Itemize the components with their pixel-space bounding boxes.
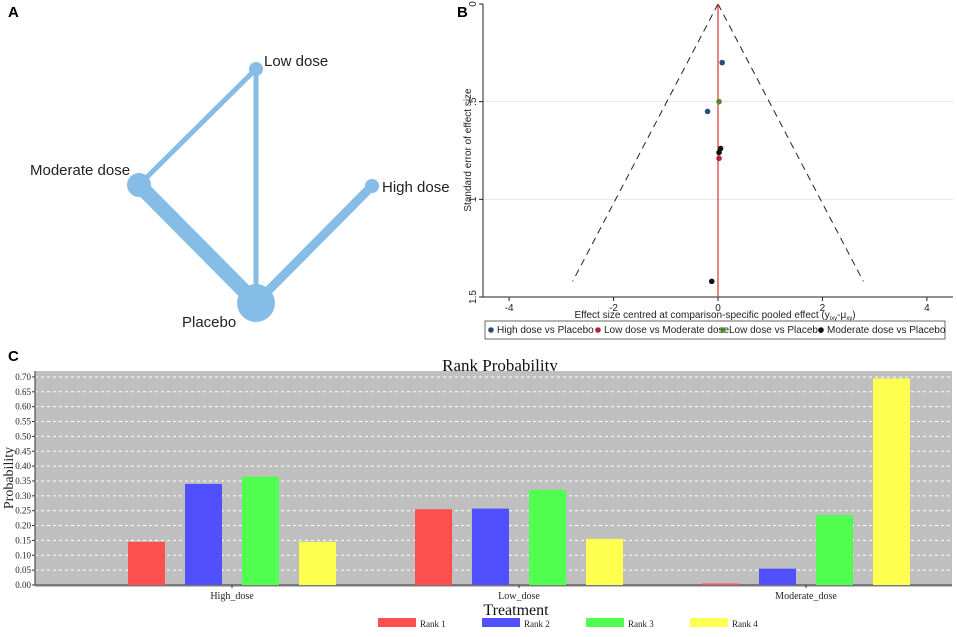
- funnel-legend-marker: [720, 327, 726, 333]
- funnel-x-tick-label: 2: [820, 303, 826, 314]
- bar-Low_dose-rank-1: [415, 509, 452, 585]
- node-label-placebo: Placebo: [182, 314, 236, 331]
- bar-Low_dose-rank-2: [472, 508, 509, 585]
- funnel-x-axis-label: Effect size centred at comparison-specif…: [574, 310, 855, 322]
- edge-moderate-placebo: [131, 177, 264, 311]
- funnel-point: [716, 149, 722, 156]
- node-label-low-dose: Low dose: [264, 53, 328, 70]
- bar-High_dose-rank-2: [185, 483, 222, 585]
- bar-High_dose-rank-1: [128, 541, 165, 585]
- funnel-legend-marker: [595, 327, 601, 333]
- edge-high-placebo: [251, 181, 377, 308]
- funnel-y-axis-label: Standard error of effect size: [463, 88, 474, 212]
- funnel-legend: High dose vs Placebo Low dose vs Moderate…: [484, 320, 946, 340]
- bar-High_dose-rank-4: [299, 541, 336, 585]
- bar-Moderate_dose-rank-1: [702, 583, 739, 585]
- funnel-x-tick-label: 4: [924, 303, 930, 314]
- chart-legend-label: Rank 3: [628, 619, 654, 629]
- chart-x-tick-label: Moderate_dose: [775, 591, 837, 602]
- node-high: [365, 179, 379, 193]
- funnel-legend-marker: [818, 327, 824, 333]
- panel-b-letter: B: [457, 4, 468, 21]
- bar-Low_dose-rank-3: [529, 489, 566, 585]
- edge-moderate-low: [136, 66, 259, 188]
- chart-legend-label: Rank 1: [420, 619, 446, 629]
- chart-legend: Rank 1 Rank 2 Rank 3 Rank 4: [378, 618, 758, 629]
- bar-High_dose-rank-3: [242, 476, 279, 585]
- chart-y-tick-label: 0.25: [15, 506, 31, 516]
- funnel-ci-left: [572, 3, 719, 282]
- bar-Moderate_dose-rank-4: [873, 378, 910, 585]
- panel-a-letter: A: [8, 4, 19, 21]
- chart-legend-label: Rank 2: [524, 619, 550, 629]
- funnel-plot: B -4 -2 0 2 4 0 .5 1 1.5 Standard error of effec…: [457, 1, 953, 340]
- chart-legend-swatch: [482, 618, 520, 627]
- chart-y-tick-label: 0.15: [15, 535, 31, 545]
- funnel-legend-label: Low dose vs Placebo: [729, 325, 824, 336]
- chart-x-tick-label: Low_dose: [498, 591, 540, 602]
- funnel-legend-label: Low dose vs Moderate dose: [604, 325, 730, 336]
- chart-y-tick-label: 0.55: [15, 417, 31, 427]
- chart-y-tick-label: 0.40: [15, 461, 31, 471]
- funnel-x-tick-label: -4: [505, 303, 514, 314]
- node-moderate: [127, 173, 151, 197]
- funnel-x-tick-label: 0: [715, 303, 721, 314]
- funnel-legend-label: High dose vs Placebo: [497, 325, 594, 336]
- funnel-legend-label: Moderate dose vs Placebo: [827, 325, 946, 336]
- chart-legend-swatch: [378, 618, 416, 627]
- chart-y-tick-label: 0.05: [15, 565, 31, 575]
- chart-y-tick-label: 0.60: [15, 402, 31, 412]
- chart-y-tick-label: 0.30: [15, 491, 31, 501]
- chart-y-tick-label: 0.10: [15, 550, 31, 560]
- funnel-point: [708, 278, 715, 285]
- chart-y-tick-label: 0.00: [15, 580, 31, 590]
- funnel-point: [704, 108, 711, 115]
- chart-legend-swatch: [690, 618, 728, 627]
- chart-x-tick-label: High_dose: [210, 591, 254, 602]
- chart-legend-swatch: [586, 618, 624, 627]
- bar-Moderate_dose-rank-2: [759, 568, 796, 585]
- funnel-point: [719, 59, 725, 66]
- node-placebo: [237, 284, 275, 322]
- chart-y-tick-label: 0.50: [15, 431, 31, 441]
- bar-Low_dose-rank-4: [586, 538, 623, 585]
- chart-x-axis-label: Treatment: [483, 602, 549, 619]
- funnel-legend-marker: [488, 327, 494, 333]
- funnel-x-tick-label: -2: [609, 303, 618, 314]
- chart-y-tick-label: 0.20: [15, 521, 31, 531]
- panel-c-letter: C: [8, 348, 19, 365]
- network-plot: A Low dose Moderate dose High dose Place…: [8, 4, 450, 331]
- funnel-y-tick-label: .5: [468, 97, 479, 106]
- funnel-ci-right: [717, 3, 864, 282]
- chart-y-axis-label: Probability: [2, 447, 17, 509]
- node-label-high-dose: High dose: [382, 179, 450, 196]
- rank-probability-chart: C Rank Probability 0.00 0.05 0.10 0.15 0.20 0…: [2, 348, 952, 629]
- node-label-moderate-dose: Moderate dose: [30, 162, 130, 179]
- bar-Moderate_dose-rank-3: [816, 515, 853, 585]
- funnel-y-tick-label: 1.5: [468, 290, 479, 304]
- funnel-point: [716, 155, 722, 162]
- chart-y-tick-label: 0.35: [15, 476, 31, 486]
- chart-title: Rank Probability: [442, 356, 558, 375]
- chart-y-tick-label: 0.45: [15, 446, 31, 456]
- funnel-point: [716, 98, 722, 105]
- chart-y-tick-label: 0.70: [15, 372, 31, 382]
- funnel-y-tick-label: 0: [468, 1, 479, 7]
- funnel-y-tick-label: 1: [468, 196, 479, 202]
- chart-y-tick-label: 0.65: [15, 387, 31, 397]
- chart-legend-label: Rank 4: [732, 619, 758, 629]
- node-low: [249, 62, 263, 76]
